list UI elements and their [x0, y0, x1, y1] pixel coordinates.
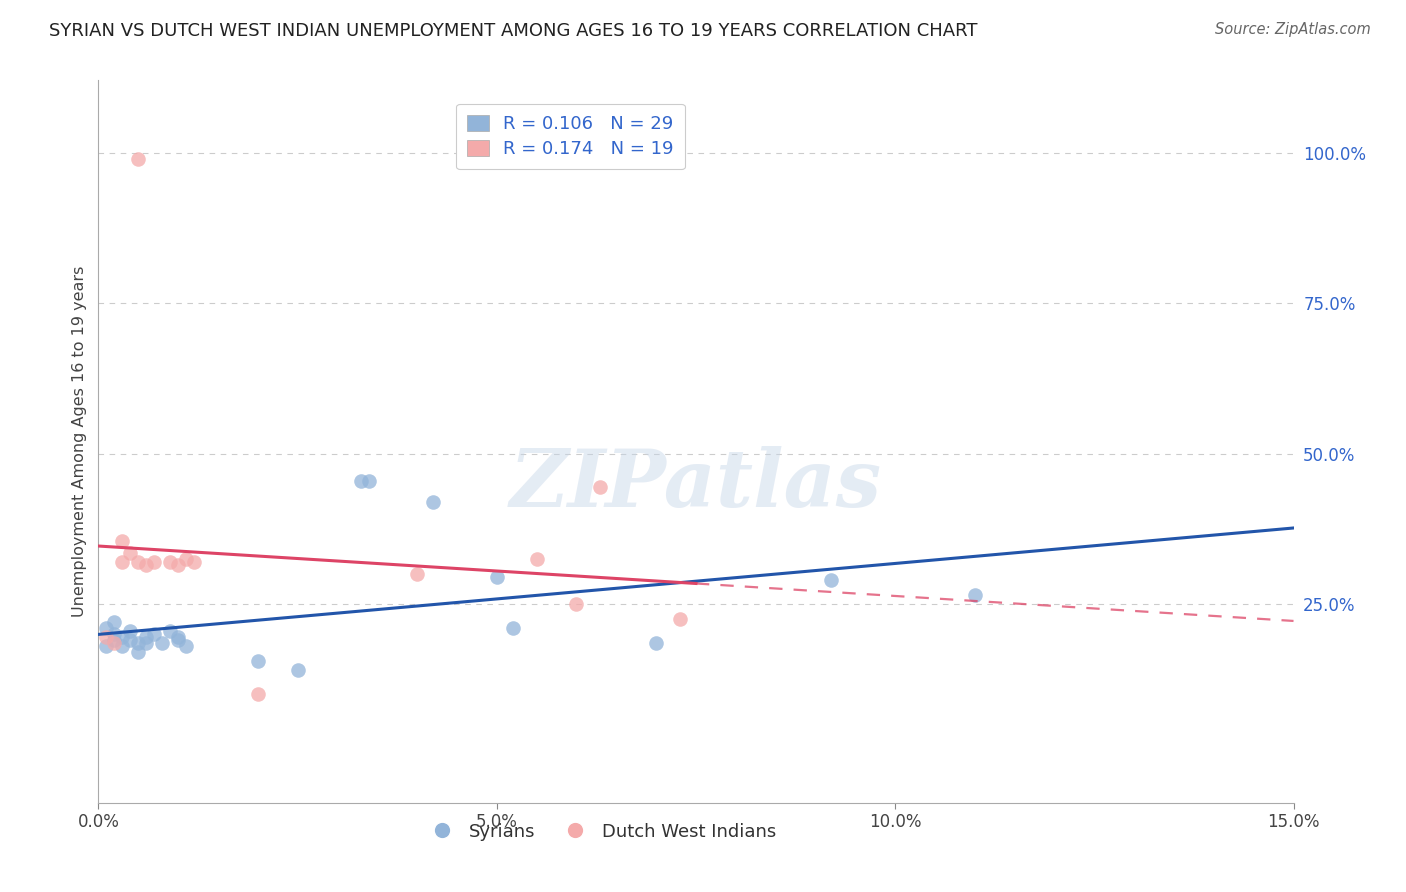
Text: ZIPatlas: ZIPatlas: [510, 446, 882, 524]
Point: [589, 480, 612, 494]
Point: [359, 474, 381, 488]
Point: [645, 636, 668, 650]
Point: [350, 474, 373, 488]
Point: [159, 624, 181, 639]
Point: [111, 533, 134, 548]
Point: [127, 645, 149, 659]
Point: [127, 555, 149, 569]
Point: [669, 612, 692, 626]
Point: [820, 573, 842, 587]
Point: [167, 633, 190, 648]
Point: [103, 615, 125, 630]
Point: [963, 588, 986, 602]
Point: [406, 567, 429, 582]
Y-axis label: Unemployment Among Ages 16 to 19 years: Unemployment Among Ages 16 to 19 years: [72, 266, 87, 617]
Text: SYRIAN VS DUTCH WEST INDIAN UNEMPLOYMENT AMONG AGES 16 TO 19 YEARS CORRELATION C: SYRIAN VS DUTCH WEST INDIAN UNEMPLOYMENT…: [49, 22, 977, 40]
Point: [287, 664, 309, 678]
Point: [96, 639, 118, 653]
Point: [246, 654, 269, 668]
Point: [526, 552, 548, 566]
Point: [127, 636, 149, 650]
Point: [159, 555, 181, 569]
Point: [96, 630, 118, 644]
Point: [135, 630, 157, 644]
Point: [103, 633, 125, 648]
Point: [111, 555, 134, 569]
Point: [111, 639, 134, 653]
Point: [111, 630, 134, 644]
Point: [143, 555, 166, 569]
Point: [143, 627, 166, 641]
Text: Source: ZipAtlas.com: Source: ZipAtlas.com: [1215, 22, 1371, 37]
Point: [246, 687, 269, 701]
Point: [103, 627, 125, 641]
Point: [120, 624, 142, 639]
Point: [174, 639, 197, 653]
Point: [422, 494, 444, 508]
Point: [135, 558, 157, 572]
Point: [167, 630, 190, 644]
Point: [120, 546, 142, 560]
Point: [150, 636, 173, 650]
Point: [135, 636, 157, 650]
Point: [120, 633, 142, 648]
Point: [502, 621, 524, 635]
Point: [96, 621, 118, 635]
Point: [183, 555, 205, 569]
Point: [127, 152, 149, 166]
Legend: Syrians, Dutch West Indians: Syrians, Dutch West Indians: [416, 815, 785, 848]
Point: [167, 558, 190, 572]
Point: [565, 597, 588, 611]
Point: [174, 552, 197, 566]
Point: [485, 570, 508, 584]
Point: [103, 636, 125, 650]
